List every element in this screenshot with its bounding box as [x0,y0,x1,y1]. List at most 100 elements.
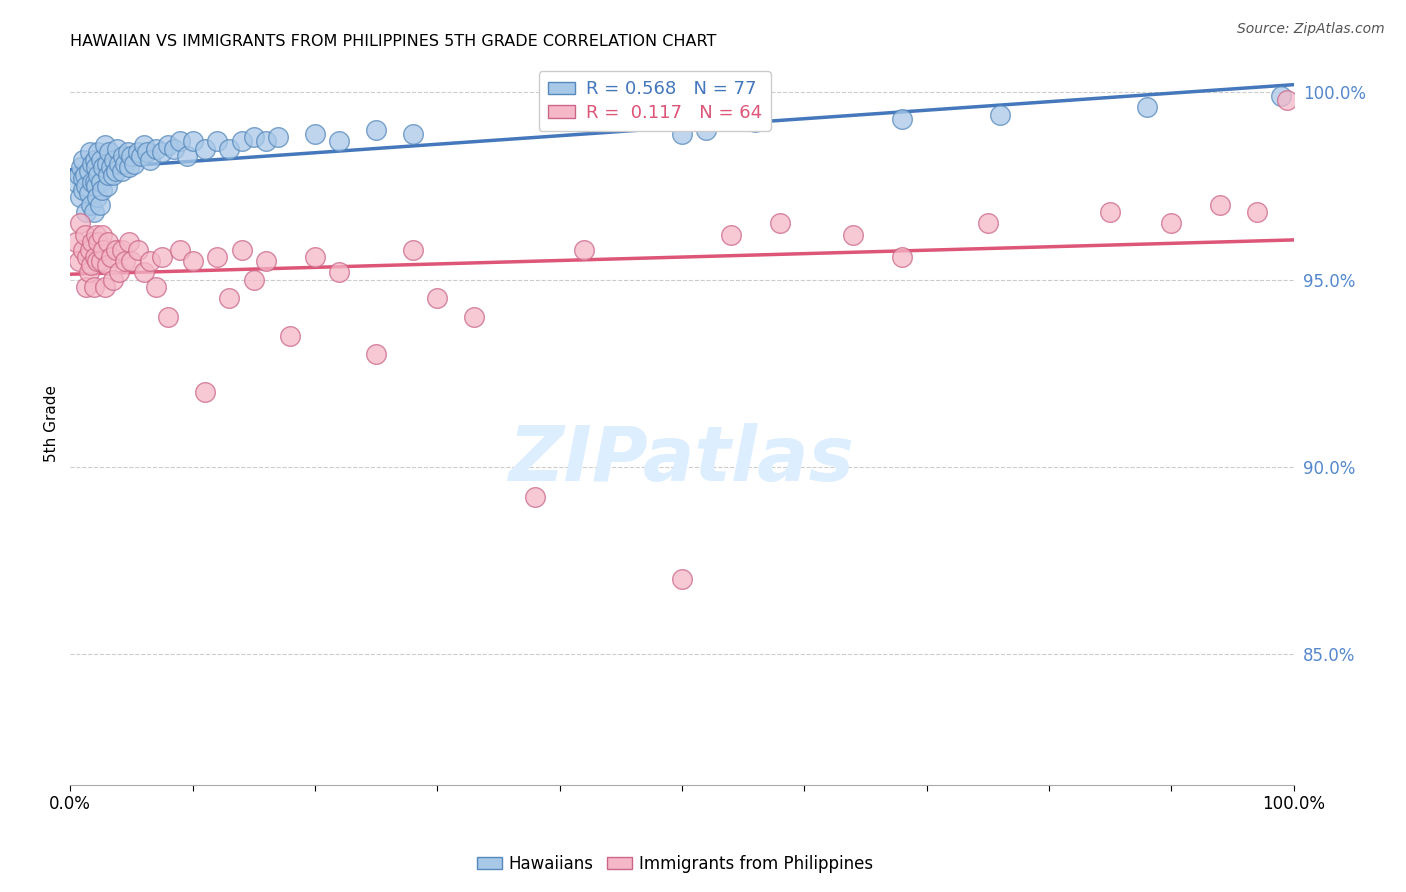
Legend: R = 0.568   N = 77, R =  0.117   N = 64: R = 0.568 N = 77, R = 0.117 N = 64 [538,71,770,131]
Point [105,142,128,156]
Point [75,205,97,219]
Point [127,243,149,257]
Point [111,243,134,257]
Point [104,164,127,178]
Point [205,134,228,148]
Point [769,216,792,230]
Point [163,142,186,156]
Point [121,149,143,163]
Point [91,243,114,257]
Point [100,250,122,264]
Point [72,153,94,167]
Point [103,153,125,167]
Point [231,243,253,257]
Point [304,127,326,141]
Point [87,235,110,249]
Point [304,250,326,264]
Point [101,168,124,182]
Point [86,253,108,268]
Point [77,186,100,201]
Point [82,175,104,189]
Point [145,142,167,156]
Point [108,156,131,170]
Point [82,156,104,170]
Point [402,243,425,257]
Point [426,291,449,305]
Point [91,161,114,175]
Point [80,258,103,272]
Point [84,161,107,175]
Point [114,253,136,268]
Point [1277,93,1299,107]
Point [69,216,91,230]
Point [83,153,105,167]
Point [100,161,122,175]
Point [169,134,191,148]
Point [108,265,131,279]
Point [150,145,173,160]
Point [67,253,90,268]
Point [65,175,87,189]
Point [157,137,180,152]
Point [720,227,742,242]
Point [1270,89,1292,103]
Point [205,250,228,264]
Point [129,149,152,163]
Point [98,145,121,160]
Point [1209,197,1232,211]
Text: HAWAIIAN VS IMMIGRANTS FROM PHILIPPINES 5TH GRADE CORRELATION CHART: HAWAIIAN VS IMMIGRANTS FROM PHILIPPINES … [70,34,717,49]
Point [77,265,100,279]
Point [70,161,93,175]
Point [176,149,198,163]
Point [79,243,101,257]
Point [181,134,204,148]
Point [84,178,107,193]
Point [150,250,173,264]
Legend: Hawaiians, Immigrants from Philippines: Hawaiians, Immigrants from Philippines [471,848,879,880]
Point [77,164,100,178]
Point [366,123,388,137]
Point [114,156,136,170]
Point [243,130,266,145]
Point [89,197,111,211]
Point [328,134,350,148]
Point [524,490,547,504]
Point [82,235,104,249]
Point [328,265,350,279]
Point [267,130,290,145]
Point [671,127,693,141]
Point [96,178,118,193]
Point [891,250,914,264]
Point [1099,205,1122,219]
Point [132,265,155,279]
Point [72,243,94,257]
Point [181,253,204,268]
Point [97,235,120,249]
Point [127,145,149,160]
Point [96,258,118,272]
Point [73,227,96,242]
Point [73,168,96,182]
Point [744,115,766,129]
Point [243,272,266,286]
Point [87,145,110,160]
Point [84,227,107,242]
Point [218,142,240,156]
Point [695,123,717,137]
Point [117,145,139,160]
Point [96,156,118,170]
Point [90,175,112,189]
Point [75,280,97,294]
Point [104,243,127,257]
Point [121,253,143,268]
Point [366,347,388,361]
Point [976,216,998,230]
Point [83,250,105,264]
Point [231,134,253,148]
Point [93,280,115,294]
Point [118,161,141,175]
Point [80,197,103,211]
Point [139,253,162,268]
Point [67,168,90,182]
Point [136,145,159,160]
